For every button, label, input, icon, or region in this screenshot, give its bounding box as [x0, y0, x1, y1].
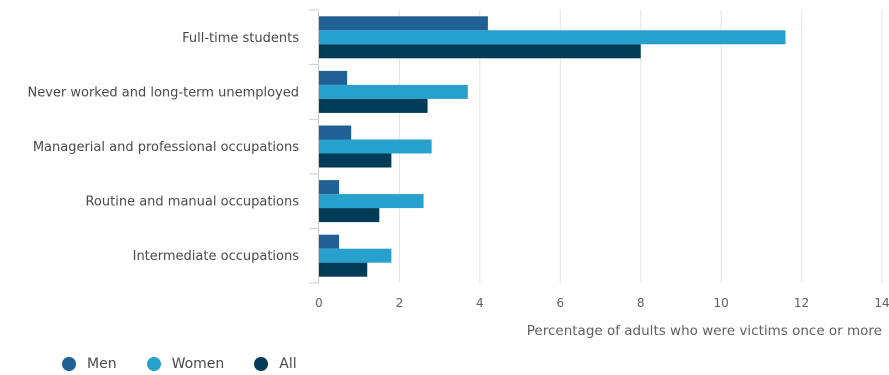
- x-tick-label: 8: [637, 296, 645, 310]
- y-category-label: Full-time students: [182, 31, 299, 46]
- axes: 0 2 4 6 8 10 12 14 Full-time students Never worke…: [27, 9, 889, 310]
- bar-all: [319, 208, 380, 223]
- x-tick-label: 14: [874, 296, 889, 310]
- bar-men: [319, 180, 340, 195]
- legend-swatch: [254, 357, 269, 371]
- legend-item-women[interactable]: Women: [146, 356, 225, 372]
- x-tick-label: 0: [315, 296, 323, 310]
- x-tick-label: 10: [714, 296, 729, 310]
- bar-all: [319, 98, 428, 113]
- legend-label: Men: [87, 356, 117, 372]
- legend-swatch: [62, 357, 76, 371]
- bar-all: [319, 153, 392, 168]
- bar-all: [319, 262, 368, 277]
- legend-item-all[interactable]: All: [254, 356, 297, 372]
- x-axis-title: Percentage of adults who were victims on…: [527, 323, 882, 339]
- legend-label: Women: [171, 356, 225, 372]
- y-category-label: Routine and manual occupations: [85, 195, 299, 210]
- bars: [319, 16, 786, 277]
- legend-swatch: [146, 357, 161, 371]
- bar-men: [319, 125, 352, 140]
- bar-men: [319, 16, 488, 31]
- x-tick-label: 2: [396, 296, 404, 310]
- y-category-label: Intermediate occupations: [133, 249, 300, 264]
- x-tick-label: 4: [476, 296, 484, 310]
- bar-women: [319, 139, 432, 154]
- x-tick-label: 12: [794, 296, 809, 310]
- bar-all: [319, 44, 641, 59]
- y-category-label: Managerial and professional occupations: [33, 140, 299, 155]
- legend: Men Women All: [62, 356, 327, 372]
- bar-women: [319, 84, 468, 99]
- x-tick-label: 6: [556, 296, 564, 310]
- legend-item-men[interactable]: Men: [62, 356, 117, 372]
- bar-women: [319, 30, 786, 45]
- bar-men: [319, 234, 340, 249]
- legend-label: All: [279, 356, 297, 372]
- bar-women: [319, 194, 424, 209]
- y-category-label: Never worked and long-term unemployed: [27, 85, 299, 100]
- bar-men: [319, 70, 348, 85]
- bar-women: [319, 248, 392, 263]
